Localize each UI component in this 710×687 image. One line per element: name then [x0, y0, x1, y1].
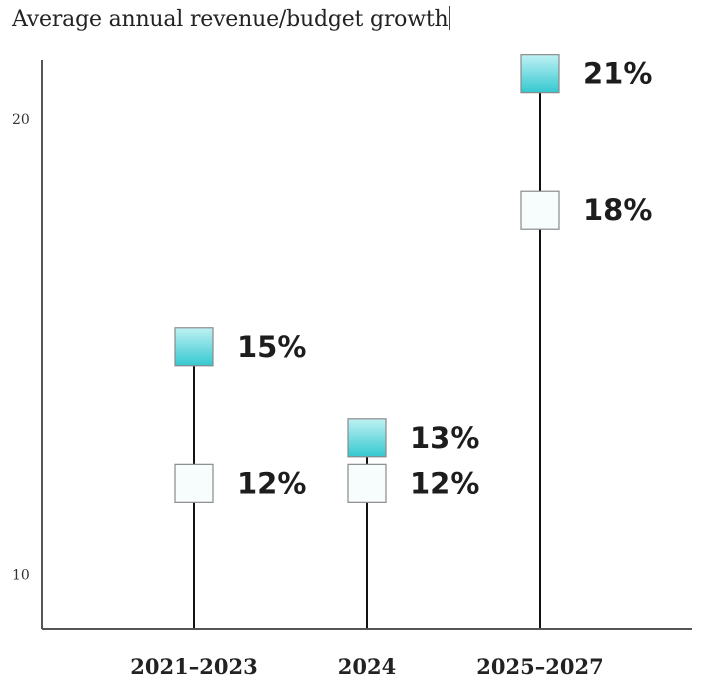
data-label: 12%: [410, 466, 479, 500]
y-tick-label: 10: [12, 567, 30, 583]
marker-filled: [520, 54, 560, 94]
marker-outline: [520, 190, 560, 230]
x-tick-label: 2024: [338, 654, 396, 679]
marker-filled: [174, 327, 214, 367]
chart-title: Average annual revenue/budget growth: [12, 6, 451, 32]
y-tick-label: 20: [12, 112, 30, 128]
data-label: 21%: [583, 57, 652, 91]
data-label: 15%: [237, 330, 306, 364]
data-label: 13%: [410, 421, 479, 455]
data-label: 18%: [583, 193, 652, 227]
data-label: 12%: [237, 466, 306, 500]
marker-outline: [174, 463, 214, 503]
x-tick-label: 2025–2027: [476, 654, 603, 679]
x-tick-label: 2021–2023: [130, 654, 257, 679]
marker-outline: [347, 463, 387, 503]
text-cursor: [449, 6, 451, 30]
marker-filled: [347, 418, 387, 458]
